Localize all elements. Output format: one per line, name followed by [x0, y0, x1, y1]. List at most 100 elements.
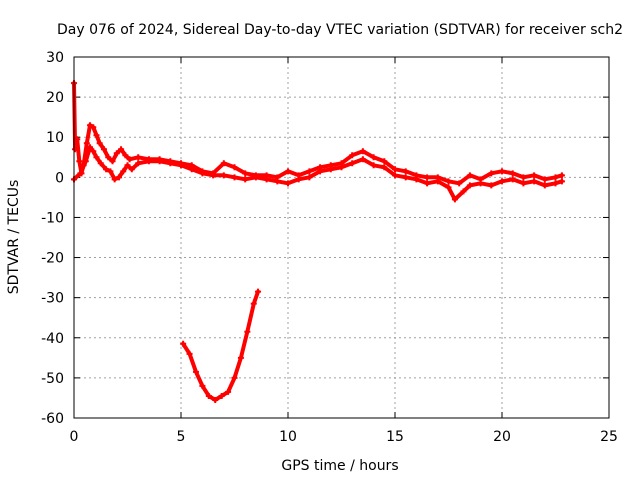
- data-point: [531, 178, 538, 185]
- x-tick-label: 20: [493, 429, 511, 445]
- data-point: [111, 176, 118, 183]
- data-point: [359, 148, 366, 155]
- y-tick-label: 10: [46, 130, 64, 146]
- y-tick-label: 30: [46, 50, 64, 66]
- data-point: [558, 178, 565, 185]
- series-lower-track: [71, 144, 565, 203]
- x-tick-label: 0: [70, 429, 79, 445]
- data-point: [90, 124, 97, 131]
- data-point: [552, 174, 559, 181]
- data-point: [87, 122, 94, 129]
- data-point: [445, 184, 452, 191]
- data-point: [72, 146, 79, 153]
- y-tick-label: 0: [55, 170, 64, 186]
- data-point: [295, 176, 302, 183]
- data-point: [87, 144, 94, 151]
- data-point: [252, 174, 259, 181]
- data-point: [402, 168, 409, 175]
- data-point: [244, 328, 251, 335]
- y-tick-label: -10: [41, 210, 64, 226]
- data-point: [74, 136, 81, 143]
- data-point: [488, 182, 495, 189]
- data-point: [370, 162, 377, 169]
- data-point: [231, 174, 238, 181]
- data-point: [531, 172, 538, 179]
- data-point: [520, 174, 527, 181]
- data-point: [445, 178, 452, 185]
- data-point: [124, 162, 131, 169]
- data-point: [402, 174, 409, 181]
- data-point: [509, 170, 516, 177]
- data-point: [285, 168, 291, 175]
- data-point: [103, 166, 110, 173]
- data-point: [109, 158, 116, 165]
- data-point: [392, 172, 398, 179]
- data-point: [306, 168, 313, 175]
- data-point: [113, 150, 120, 157]
- data-point: [210, 172, 217, 179]
- data-point: [167, 160, 174, 167]
- data-point: [460, 188, 467, 195]
- data-point: [231, 164, 238, 171]
- data-point: [205, 392, 212, 399]
- data-point: [76, 158, 83, 165]
- data-point: [225, 388, 232, 395]
- data-point: [327, 166, 334, 173]
- data-point: [242, 176, 249, 183]
- data-point: [107, 168, 114, 175]
- data-point: [186, 350, 193, 357]
- data-point: [541, 176, 548, 183]
- data-point: [188, 166, 195, 173]
- data-point: [424, 180, 431, 187]
- y-tick-label: -20: [41, 251, 64, 267]
- data-point: [93, 154, 100, 161]
- data-series: [71, 80, 565, 403]
- data-point: [220, 172, 227, 179]
- x-tick-label: 10: [279, 429, 297, 445]
- data-point: [499, 178, 505, 185]
- data-point: [520, 180, 527, 187]
- data-point: [285, 180, 291, 187]
- data-point: [381, 158, 388, 165]
- data-point: [220, 160, 227, 167]
- data-point: [488, 170, 495, 177]
- data-point: [97, 160, 104, 167]
- data-point: [338, 164, 345, 171]
- y-tick-label: 20: [46, 90, 64, 106]
- x-tick-label: 5: [177, 429, 186, 445]
- data-point: [451, 196, 458, 203]
- data-point: [552, 180, 559, 187]
- data-point: [558, 172, 565, 179]
- data-point: [306, 174, 313, 181]
- data-point: [509, 176, 516, 183]
- data-point: [90, 148, 97, 155]
- data-point: [466, 182, 473, 189]
- chart-title: Day 076 of 2024, Sidereal Day-to-day VTE…: [57, 22, 623, 38]
- data-point: [212, 396, 219, 403]
- data-point: [77, 170, 84, 177]
- series-line: [181, 289, 260, 402]
- data-point: [218, 392, 225, 399]
- data-point: [424, 174, 431, 181]
- data-point: [118, 146, 125, 153]
- data-point: [466, 172, 473, 179]
- plot-area: [73, 56, 610, 419]
- data-point: [477, 180, 484, 187]
- data-point: [82, 158, 89, 165]
- y-tick-label: -50: [41, 371, 64, 387]
- data-point: [178, 162, 184, 169]
- grid: [74, 57, 609, 418]
- data-point: [434, 178, 441, 185]
- data-point: [199, 170, 206, 177]
- data-point: [541, 182, 548, 189]
- data-point: [96, 140, 103, 147]
- data-point: [105, 154, 112, 161]
- data-point: [370, 154, 377, 161]
- data-point: [274, 178, 281, 185]
- data-point: [359, 156, 366, 163]
- data-point: [145, 158, 152, 165]
- data-point: [115, 174, 122, 181]
- data-point: [83, 140, 90, 147]
- y-axis-label: SDTVAR / TECUs: [6, 180, 22, 295]
- data-point: [381, 164, 388, 171]
